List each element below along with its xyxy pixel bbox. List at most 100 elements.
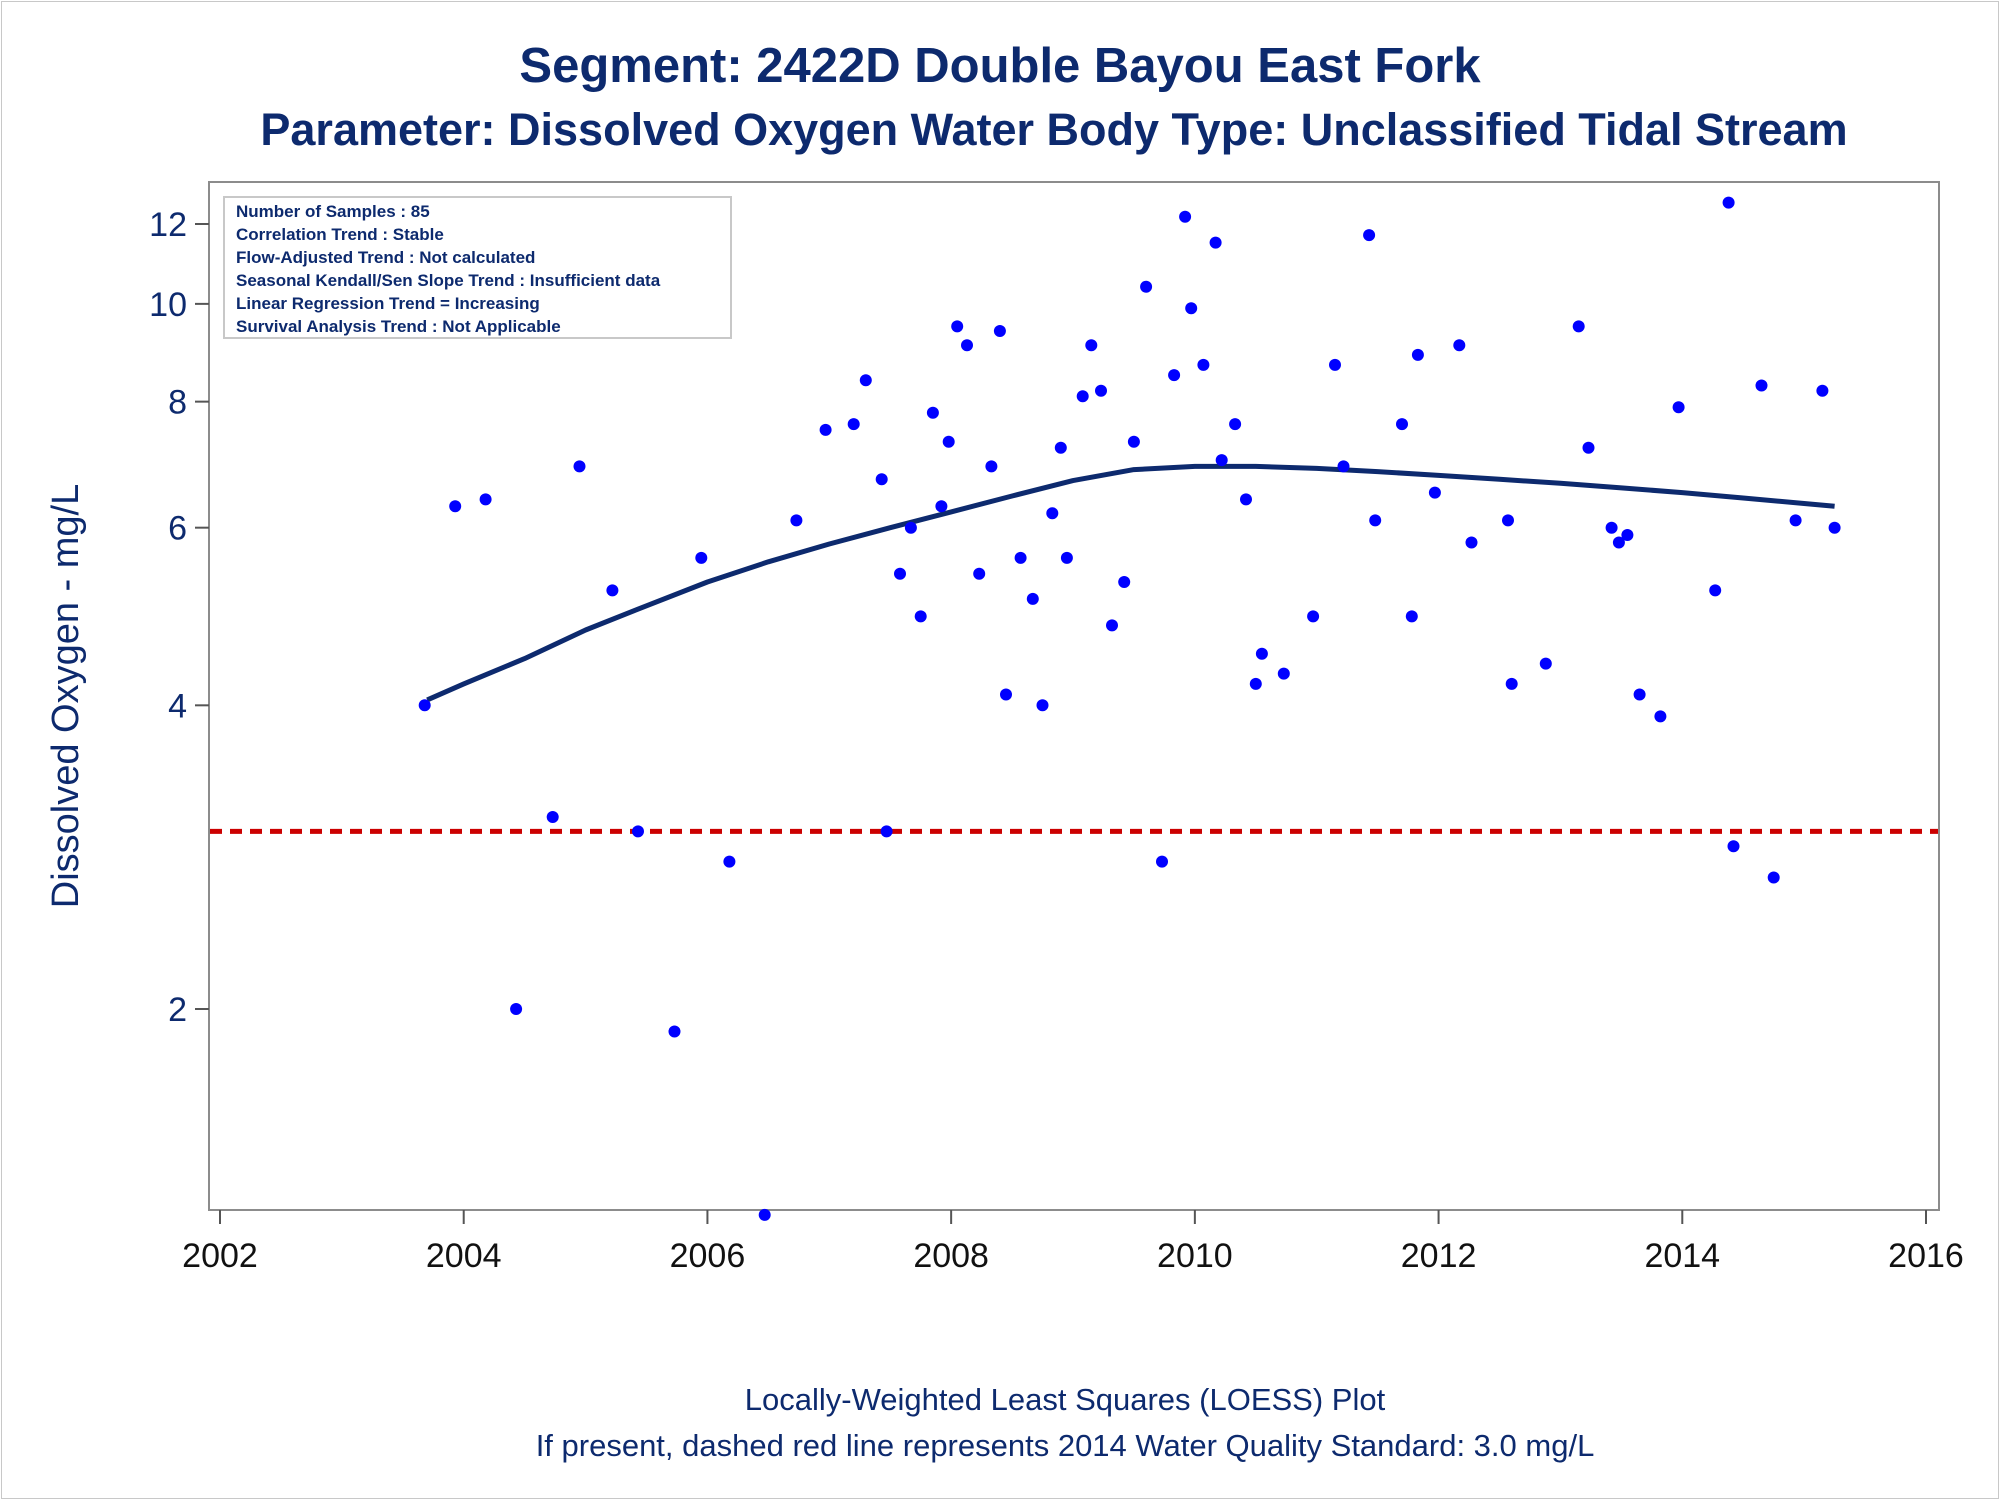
data-point [1140,280,1153,293]
data-point [1539,657,1552,670]
data-point [1428,486,1441,499]
data-point [1465,536,1478,549]
data-point [1363,229,1376,242]
data-point [961,339,973,352]
data-point [632,825,644,838]
data-point [1633,688,1646,701]
data-point [1828,521,1841,534]
data-point [1789,514,1802,527]
data-point [1654,710,1667,723]
data-point [1106,619,1118,632]
x-tick-label: 2002 [182,1237,258,1275]
data-point [1026,592,1039,605]
loess-curve [426,463,1835,703]
data-point [1605,521,1618,534]
data-point [1369,514,1382,527]
loess-group [426,463,1835,703]
data-point [1076,390,1089,403]
data-point [546,811,559,823]
y-tick-label: 8 [168,384,187,422]
data-point [880,825,893,838]
data-point [935,500,948,513]
chart-subtitle: Parameter: Dissolved Oxygen Water Body T… [260,104,1848,155]
data-point [1709,584,1722,597]
data-point [1156,855,1168,868]
data-point [1185,302,1198,315]
data-point [1277,667,1290,680]
y-tick-label: 4 [168,687,187,725]
data-point [723,855,736,868]
data-point [449,500,462,513]
data-point [668,1025,681,1038]
data-point [1572,320,1585,333]
data-point [1095,384,1107,397]
data-point [1405,610,1418,623]
data-point [1229,418,1242,431]
data-point [1505,677,1518,690]
data-point [914,610,927,623]
info-line-linear-regression: Linear Regression Trend = Increasing [236,294,540,313]
data-point [1255,647,1268,660]
chart-title: Segment: 2422D Double Bayou East Fork [519,39,1481,93]
data-point [951,320,964,333]
x-tick-label: 2010 [1157,1237,1233,1275]
data-point [875,473,888,486]
footnote-standard: If present, dashed red line represents 2… [535,1428,1595,1463]
data-point [1036,699,1049,712]
data-point [859,374,872,387]
x-tick-label: 2014 [1644,1237,1720,1275]
data-point [1411,348,1424,361]
info-line-correlation: Correlation Trend : Stable [236,225,444,244]
data-point [894,567,906,580]
data-point [573,460,586,473]
data-point [1127,435,1140,448]
data-point [1060,551,1073,564]
y-tick-label: 2 [168,991,187,1029]
info-line-flow-adjusted: Flow-Adjusted Trend : Not calculated [236,248,535,267]
data-point [1209,236,1222,249]
data-point [1179,210,1192,223]
y-tick-label: 6 [168,510,187,548]
data-point [1767,871,1780,884]
data-point [695,551,708,564]
data-point [1502,514,1514,527]
data-point [1722,196,1735,209]
data-point [1727,840,1740,853]
data-point [1582,441,1595,454]
info-line-survival: Survival Analysis Trend : Not Applicable [236,317,561,336]
plot-area [208,181,1940,1211]
data-point [1046,507,1059,520]
data-point [973,567,986,580]
info-box: Number of Samples : 85 Correlation Trend… [223,196,732,339]
data-point [1240,493,1252,506]
data-point [1621,529,1634,541]
info-line-seasonal-kendall: Seasonal Kendall/Sen Slope Trend : Insuf… [236,271,661,290]
data-point [847,418,860,431]
x-tick-label: 2008 [913,1237,989,1275]
data-point [1755,379,1768,392]
data-point [1396,418,1408,431]
data-point [942,435,955,448]
data-point [1612,536,1625,549]
axes: 2 4 6 8 10 12 2002 2004 2006 2008 2010 2012 2014 2016 [149,206,1964,1275]
data-point [1453,339,1466,352]
data-point [1307,610,1320,623]
data-point [1085,339,1098,352]
y-tick-label: 10 [149,286,187,324]
data-point [819,423,832,436]
y-axis-label: Dissolved Oxygen - mg/L [45,484,87,909]
info-box-border [223,196,732,339]
x-tick-label: 2016 [1888,1237,1964,1275]
data-point [1118,576,1131,588]
data-point [1197,358,1210,371]
data-point [510,1003,523,1015]
data-point [606,584,619,597]
data-point [926,406,939,419]
data-point [418,699,431,712]
data-point [904,521,917,534]
data-point [758,1208,771,1221]
data-point [790,514,803,527]
data-point [1337,460,1350,473]
